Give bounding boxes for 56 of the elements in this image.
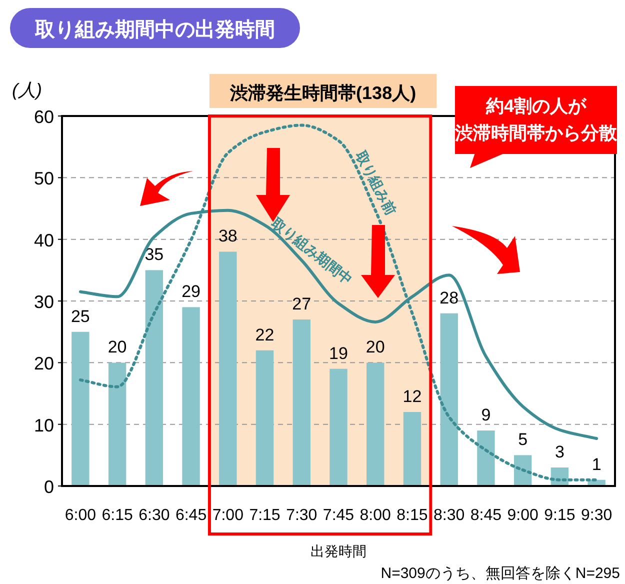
bar (72, 332, 90, 486)
x-tick-label: 8:30 (434, 507, 465, 524)
bar (108, 362, 126, 486)
data-label: 28 (440, 288, 459, 308)
text: N=309のうち、無回答を除くN=295 (380, 565, 620, 582)
y-tick-label: 50 (34, 168, 54, 189)
data-label: 27 (292, 294, 312, 314)
bar (403, 412, 422, 486)
data-label: 5 (518, 430, 528, 450)
band-label: 渋滞発生時間帯(138人) (229, 83, 416, 103)
data-label: 25 (70, 306, 90, 326)
x-axis-title: 出発時間 (310, 543, 366, 559)
annotation: 渋滞時間帯から分散 (454, 123, 618, 143)
y-tick-label: 20 (34, 354, 54, 374)
data-label: 38 (218, 226, 238, 246)
x-tick-label: 8:15 (396, 507, 428, 524)
data-label: 19 (329, 344, 348, 363)
x-tick-label: 7:00 (212, 507, 244, 524)
y-tick-label: 0 (44, 477, 54, 497)
x-tick-label: 6:00 (64, 507, 96, 524)
bar (292, 320, 310, 486)
bar (256, 350, 274, 486)
data-label: 35 (144, 245, 164, 264)
x-tick-label: 6:45 (175, 507, 207, 524)
data-label: 1 (592, 454, 602, 474)
x-tick-label: 6:15 (102, 507, 133, 524)
y-tick-label: 60 (34, 107, 54, 127)
x-tick-label: 7:30 (286, 507, 318, 524)
data-label: 3 (554, 442, 564, 462)
annotation: 約4割の人が (484, 96, 588, 116)
chart-title: 取り組み期間中の出発時間 (34, 19, 275, 41)
bar (366, 362, 384, 486)
data-label: 12 (402, 387, 422, 406)
data-label: 9 (481, 406, 491, 424)
x-tick-label: 8:00 (360, 507, 392, 524)
data-label: 22 (255, 325, 274, 344)
x-tick-label: 7:15 (249, 507, 280, 524)
y-tick-label: 10 (34, 415, 54, 436)
bar (440, 313, 458, 486)
x-tick-label: 8:45 (470, 507, 502, 524)
bar (219, 252, 237, 486)
x-tick-label: 9:00 (507, 507, 539, 524)
bar (182, 307, 200, 486)
x-tick-label: 9:15 (544, 507, 576, 524)
y-axis-title: (人) (12, 80, 42, 100)
x-tick-label: 6:30 (138, 507, 170, 524)
data-label: 20 (108, 338, 127, 357)
bar (477, 430, 495, 486)
x-tick-label: 9:30 (580, 507, 612, 524)
data-label: 29 (182, 282, 200, 302)
y-tick-label: 30 (34, 292, 54, 312)
x-tick-label: 7:45 (322, 507, 354, 524)
bar (145, 270, 164, 486)
bar (330, 368, 348, 486)
y-tick-label: 40 (34, 230, 54, 250)
data-label: 20 (366, 338, 385, 357)
